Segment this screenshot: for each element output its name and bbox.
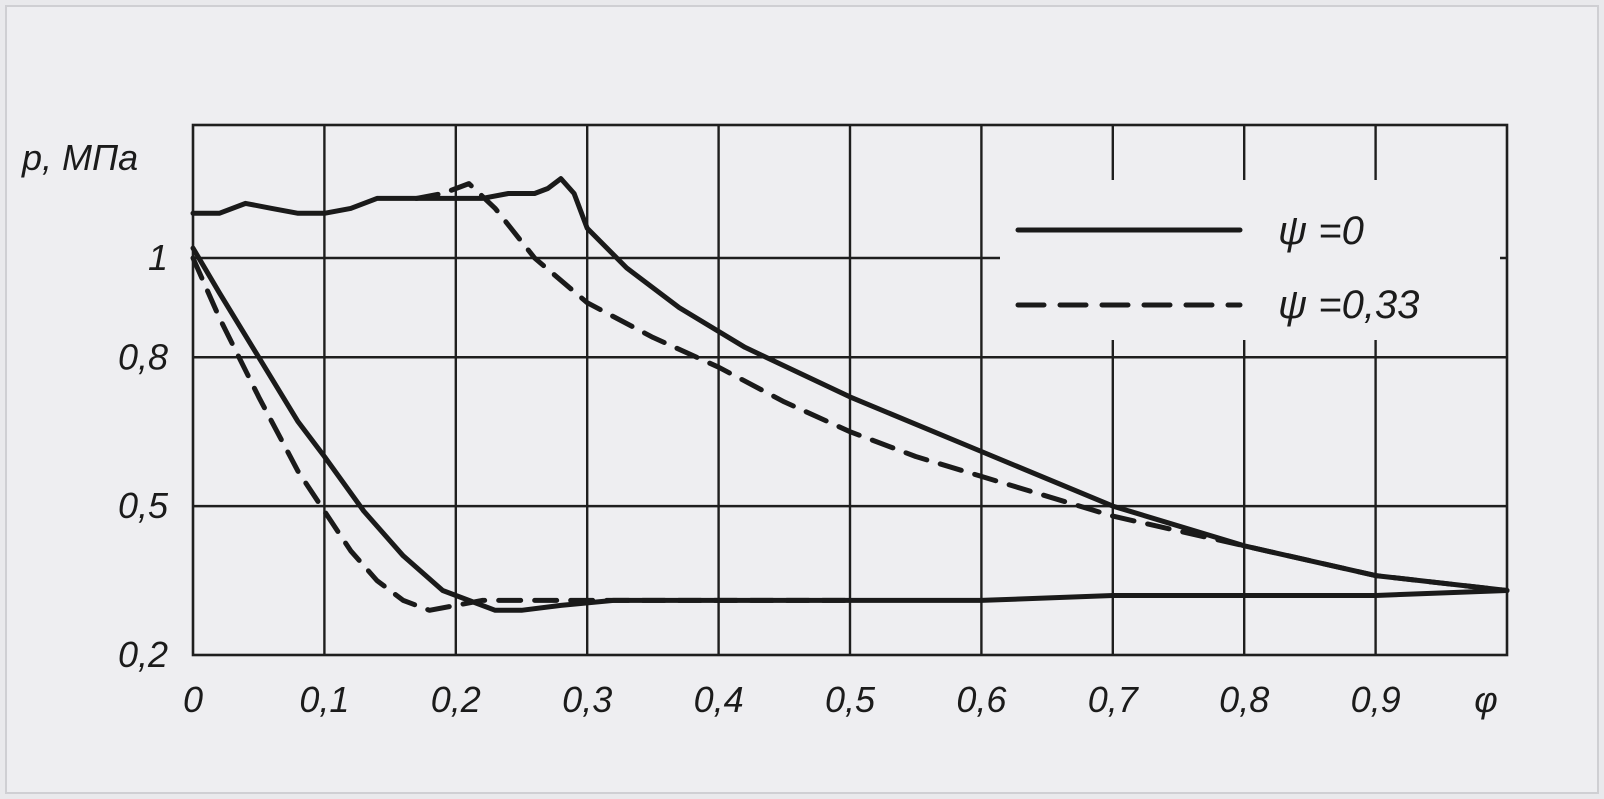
x-tick-label-1: 0,1	[299, 679, 349, 720]
legend: ψ =0 ψ =0,33	[1000, 180, 1500, 340]
series-layer	[190, 176, 1510, 613]
series-1-lower-line	[190, 255, 853, 613]
x-tick-label-7: 0,7	[1088, 679, 1140, 720]
series-0-upper-line	[190, 176, 1510, 593]
y-tick-label-3: 1	[148, 237, 168, 278]
x-tick-label-0: 0	[183, 679, 203, 720]
legend-label-psi-0: ψ =0	[1278, 209, 1364, 253]
legend-background	[1000, 180, 1500, 340]
series-1-upper-line	[413, 181, 1510, 593]
x-tick-label-8: 0,8	[1219, 679, 1269, 720]
y-axis-label: p, МПа	[21, 137, 138, 178]
y-tick-label-0: 0,2	[118, 634, 168, 675]
legend-label-psi-033: ψ =0,33	[1278, 283, 1419, 327]
x-tick-label-6: 0,6	[956, 679, 1007, 720]
y-tick-label-1: 0,5	[118, 485, 169, 526]
series-0-lower-line	[190, 245, 1510, 613]
x-tick-label-5: 0,5	[825, 679, 876, 720]
x-tick-label-3: 0,3	[562, 679, 612, 720]
chart-frame	[5, 5, 1599, 794]
x-tick-label-9: 0,9	[1351, 679, 1401, 720]
grid	[191, 123, 1509, 657]
x-tick-label-2: 0,2	[431, 679, 481, 720]
x-axis-label: φ	[1474, 679, 1497, 720]
y-tick-label-2: 0,8	[118, 336, 168, 377]
tick-labels: 0 0,1 0,2 0,3 0,4 0,5 0,6 0,7 0,8 0,9 0,2 0,5 0,8 1	[118, 237, 1401, 720]
x-tick-label-4: 0,4	[694, 679, 744, 720]
